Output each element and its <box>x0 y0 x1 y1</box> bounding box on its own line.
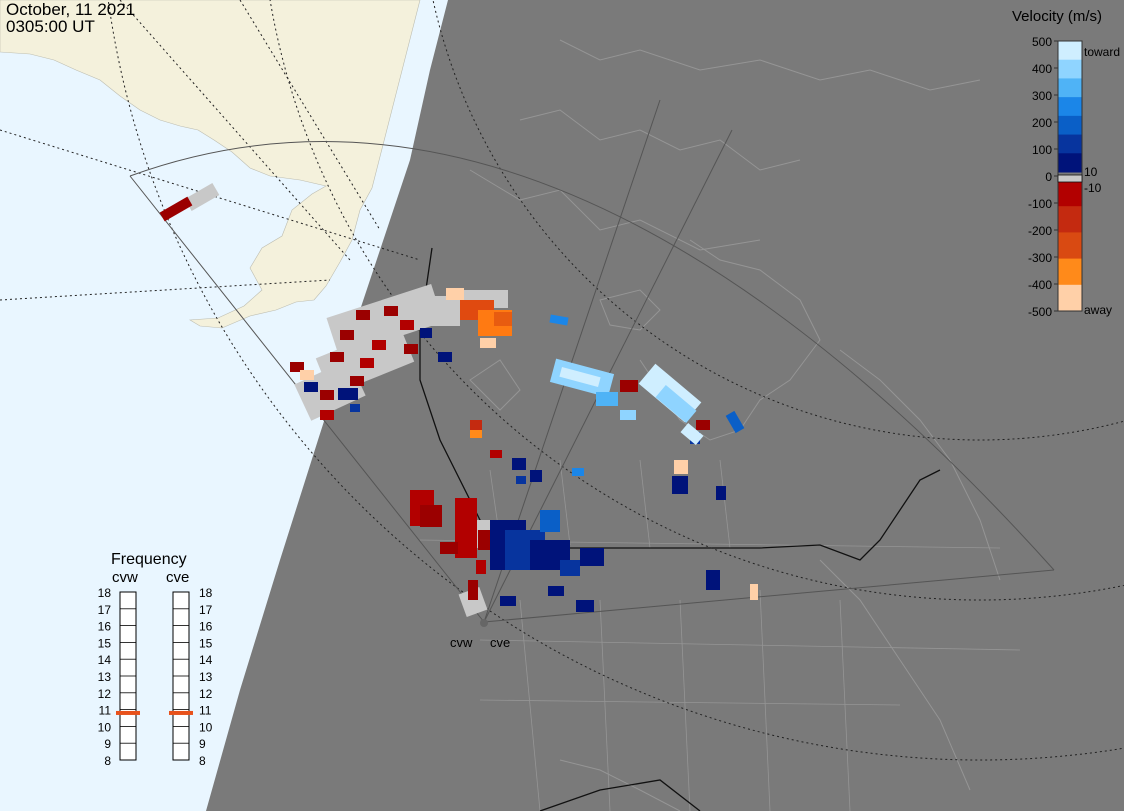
colorbar-away-label: away <box>1084 303 1112 317</box>
colorbar-tick-label: -400 <box>1028 278 1052 292</box>
night-coastlines <box>469 39 1001 811</box>
frequency-tick-label: 11 <box>199 704 212 718</box>
radar-label-cvw: cvw <box>450 635 473 650</box>
colorbar-neg10-label: -10 <box>1084 181 1102 195</box>
frequency-title: Frequency <box>111 551 187 568</box>
frequency-tick-label: 13 <box>199 670 213 684</box>
velocity-colorbar: Velocity (m/s) 500 400 300 200 100 0 -100 -200 -… <box>1012 8 1120 319</box>
echoes-toward <box>304 314 745 612</box>
colorbar-swatch <box>1058 232 1082 260</box>
colorbar-title: Velocity (m/s) <box>1012 8 1102 25</box>
frequency-tick-label: 15 <box>98 636 112 650</box>
colorbar-tick-label: -200 <box>1028 224 1052 238</box>
echoes-strong-away <box>300 288 758 600</box>
colorbar-swatch <box>1058 180 1082 207</box>
frequency-tick-label: 18 <box>98 586 112 600</box>
us-mexico-border <box>539 779 701 811</box>
colorbar-zero-band <box>1057 174 1083 183</box>
frequency-radar-cvw: cvw <box>112 569 138 586</box>
colorbar-swatch <box>1058 284 1082 312</box>
frequency-tick-label: 16 <box>199 620 213 634</box>
frequency-tick-label: 8 <box>199 754 206 768</box>
colorbar-toward-label: toward <box>1084 45 1120 59</box>
daylight-land <box>0 0 421 329</box>
colorbar-swatch <box>1058 97 1082 117</box>
graticule <box>0 0 1124 761</box>
colorbar-swatch <box>1058 134 1082 154</box>
colorbar-swatch <box>1058 258 1082 286</box>
colorbar-tick-label: 0 <box>1045 170 1052 184</box>
colorbar-swatch <box>1058 41 1082 61</box>
colorbar-swatch <box>1058 78 1082 98</box>
colorbar-tick-label: 300 <box>1032 89 1052 103</box>
radar-sites: cvw cve <box>450 619 510 650</box>
frequency-tick-label: 17 <box>98 603 112 617</box>
frequency-tick-label: 12 <box>98 687 112 701</box>
echoes-strong-toward <box>549 358 704 446</box>
frequency-panel: Frequency cvw cve 18 17 16 15 14 13 12 11 10 9 8 18… <box>98 551 213 768</box>
time-label: 0305:00 UT <box>6 17 95 36</box>
frequency-tick-label: 9 <box>199 737 206 751</box>
frequency-tick-label: 14 <box>199 653 213 667</box>
colorbar-tick-label: -500 <box>1028 305 1052 319</box>
colorbar-tick-label: 500 <box>1032 35 1052 49</box>
frequency-marker-cvw <box>116 710 140 715</box>
colorbar-tick-label: 400 <box>1032 62 1052 76</box>
colorbar-tick-label: -100 <box>1028 197 1052 211</box>
frequency-tick-label: 16 <box>98 620 112 634</box>
colorbar-swatch <box>1058 115 1082 136</box>
colorbar-tick-label: -300 <box>1028 251 1052 265</box>
radar-label-cve: cve <box>490 635 510 650</box>
frequency-tick-label: 10 <box>199 720 213 734</box>
colorbar-swatch <box>1058 153 1082 173</box>
colorbar-swatch <box>1058 59 1082 79</box>
frequency-tick-label: 17 <box>199 603 213 617</box>
international-border <box>419 247 941 561</box>
colorbar-tick-label: 200 <box>1032 116 1052 130</box>
frequency-tick-label: 10 <box>98 720 112 734</box>
colorbar-swatch <box>1058 206 1082 233</box>
frequency-tick-label: 13 <box>98 670 112 684</box>
frequency-tick-label: 18 <box>199 586 213 600</box>
frequency-radar-cve: cve <box>166 569 189 586</box>
frequency-tick-label: 9 <box>104 737 111 751</box>
colorbar-pos10-label: 10 <box>1084 165 1098 179</box>
radar-site-marker <box>480 619 488 627</box>
frequency-marker-cve <box>169 710 193 715</box>
frequency-tick-label: 15 <box>199 636 213 650</box>
echoes-away <box>159 196 710 600</box>
frequency-tick-label: 8 <box>104 754 111 768</box>
colorbar-tick-label: 100 <box>1032 143 1052 157</box>
frequency-tick-label: 12 <box>199 687 213 701</box>
frequency-tick-label: 11 <box>99 704 112 718</box>
frequency-tick-label: 14 <box>98 653 112 667</box>
date-label: October, 11 2021 <box>6 0 135 19</box>
